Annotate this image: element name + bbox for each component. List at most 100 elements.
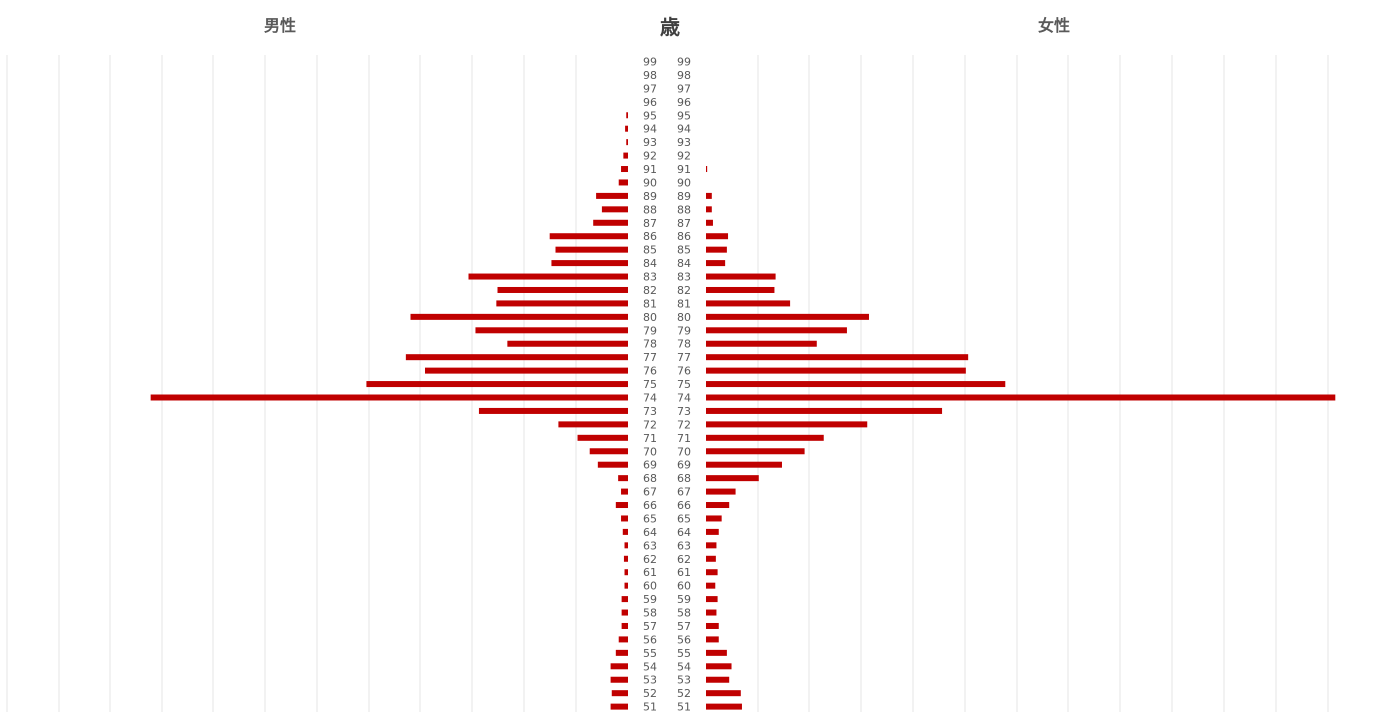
- male-age-label: 68: [643, 472, 657, 485]
- male-bar-91: [621, 166, 628, 173]
- male-age-label: 99: [643, 56, 657, 69]
- male-bar-77: [405, 354, 628, 361]
- male-age-label: 82: [643, 284, 657, 297]
- male-bar-88: [601, 206, 628, 213]
- male-age-label: 86: [643, 230, 657, 243]
- male-bar-63: [624, 542, 628, 549]
- female-bar-60: [706, 582, 716, 589]
- male-bar-79: [475, 327, 628, 334]
- female-age-label: 54: [677, 660, 691, 673]
- male-age-label: 87: [643, 217, 657, 230]
- female-bar-55: [706, 649, 727, 656]
- female-bar-71: [706, 434, 824, 441]
- male-age-label: 76: [643, 365, 657, 378]
- male-age-label: 92: [643, 150, 657, 163]
- male-bar-85: [555, 246, 628, 253]
- male-age-label: 93: [643, 136, 657, 149]
- female-age-label: 96: [677, 96, 691, 109]
- female-bar-65: [706, 515, 722, 522]
- female-bar-56: [706, 636, 719, 643]
- male-age-label: 73: [643, 405, 657, 418]
- female-age-label: 61: [677, 566, 691, 579]
- male-bar-81: [496, 300, 628, 307]
- female-bar-59: [706, 596, 718, 603]
- female-age-label: 57: [677, 620, 691, 633]
- female-bar-88: [706, 206, 712, 213]
- male-bar-72: [558, 421, 628, 428]
- female-age-label: 64: [677, 526, 691, 539]
- male-age-label: 52: [643, 687, 657, 700]
- female-bar-67: [706, 488, 736, 495]
- female-age-label: 68: [677, 472, 691, 485]
- male-bar-58: [621, 609, 628, 616]
- male-bar-78: [507, 340, 628, 347]
- male-bar-82: [497, 286, 628, 293]
- female-bar-57: [706, 622, 719, 629]
- female-bar-66: [706, 502, 730, 509]
- male-age-label: 79: [643, 324, 657, 337]
- female-age-label: 99: [677, 56, 691, 69]
- female-age-label: 89: [677, 190, 691, 203]
- female-bar-52: [706, 690, 741, 697]
- male-age-label: 74: [643, 392, 657, 405]
- female-age-label: 53: [677, 674, 691, 687]
- male-header: 男性: [264, 18, 297, 35]
- female-age-label: 51: [677, 701, 691, 712]
- male-bar-64: [622, 528, 628, 535]
- male-age-label: 75: [643, 378, 657, 391]
- male-age-label: 91: [643, 163, 657, 176]
- female-age-label: 52: [677, 687, 691, 700]
- female-age-label: 82: [677, 284, 691, 297]
- male-age-label: 53: [643, 674, 657, 687]
- male-age-label: 62: [643, 553, 657, 566]
- female-age-label: 76: [677, 365, 691, 378]
- female-age-label: 70: [677, 445, 691, 458]
- female-age-label: 62: [677, 553, 691, 566]
- gridlines: [6, 55, 1329, 712]
- male-bar-60: [624, 582, 628, 589]
- female-age-label: 90: [677, 176, 691, 189]
- female-bar-53: [706, 676, 730, 683]
- female-bar-82: [706, 286, 775, 293]
- female-age-label: 67: [677, 486, 691, 499]
- female-age-label: 73: [677, 405, 691, 418]
- female-age-label: 95: [677, 109, 691, 122]
- female-age-label: 66: [677, 499, 691, 512]
- male-bar-87: [593, 219, 628, 226]
- male-age-label: 67: [643, 486, 657, 499]
- female-age-label: 86: [677, 230, 691, 243]
- male-bar-93: [626, 139, 628, 146]
- male-bar-76: [425, 367, 628, 374]
- male-age-label: 59: [643, 593, 657, 606]
- female-bar-87: [706, 219, 713, 226]
- male-age-label: 97: [643, 82, 657, 95]
- male-bar-67: [621, 488, 628, 495]
- female-bar-62: [706, 555, 716, 562]
- female-bars: [706, 166, 1336, 710]
- female-age-label: 98: [677, 69, 691, 82]
- male-age-label: 78: [643, 338, 657, 351]
- female-age-label: 72: [677, 418, 691, 431]
- male-bar-84: [551, 260, 628, 267]
- female-bar-78: [706, 340, 817, 347]
- female-age-label: 92: [677, 150, 691, 163]
- male-age-label: 65: [643, 512, 657, 525]
- male-age-label: 80: [643, 311, 657, 324]
- male-bar-68: [618, 475, 628, 482]
- female-bar-74: [706, 394, 1336, 401]
- male-bar-89: [596, 192, 628, 199]
- male-age-label: 72: [643, 418, 657, 431]
- female-age-label: 94: [677, 123, 691, 136]
- female-bar-70: [706, 448, 805, 455]
- female-bar-83: [706, 273, 776, 280]
- male-bars: [150, 112, 628, 710]
- male-bar-53: [610, 676, 628, 683]
- male-bar-54: [610, 663, 628, 670]
- female-age-label: 74: [677, 392, 691, 405]
- male-bar-90: [618, 179, 628, 186]
- male-age-label: 90: [643, 176, 657, 189]
- female-bar-84: [706, 260, 726, 267]
- female-bar-68: [706, 475, 759, 482]
- female-bar-89: [706, 192, 712, 199]
